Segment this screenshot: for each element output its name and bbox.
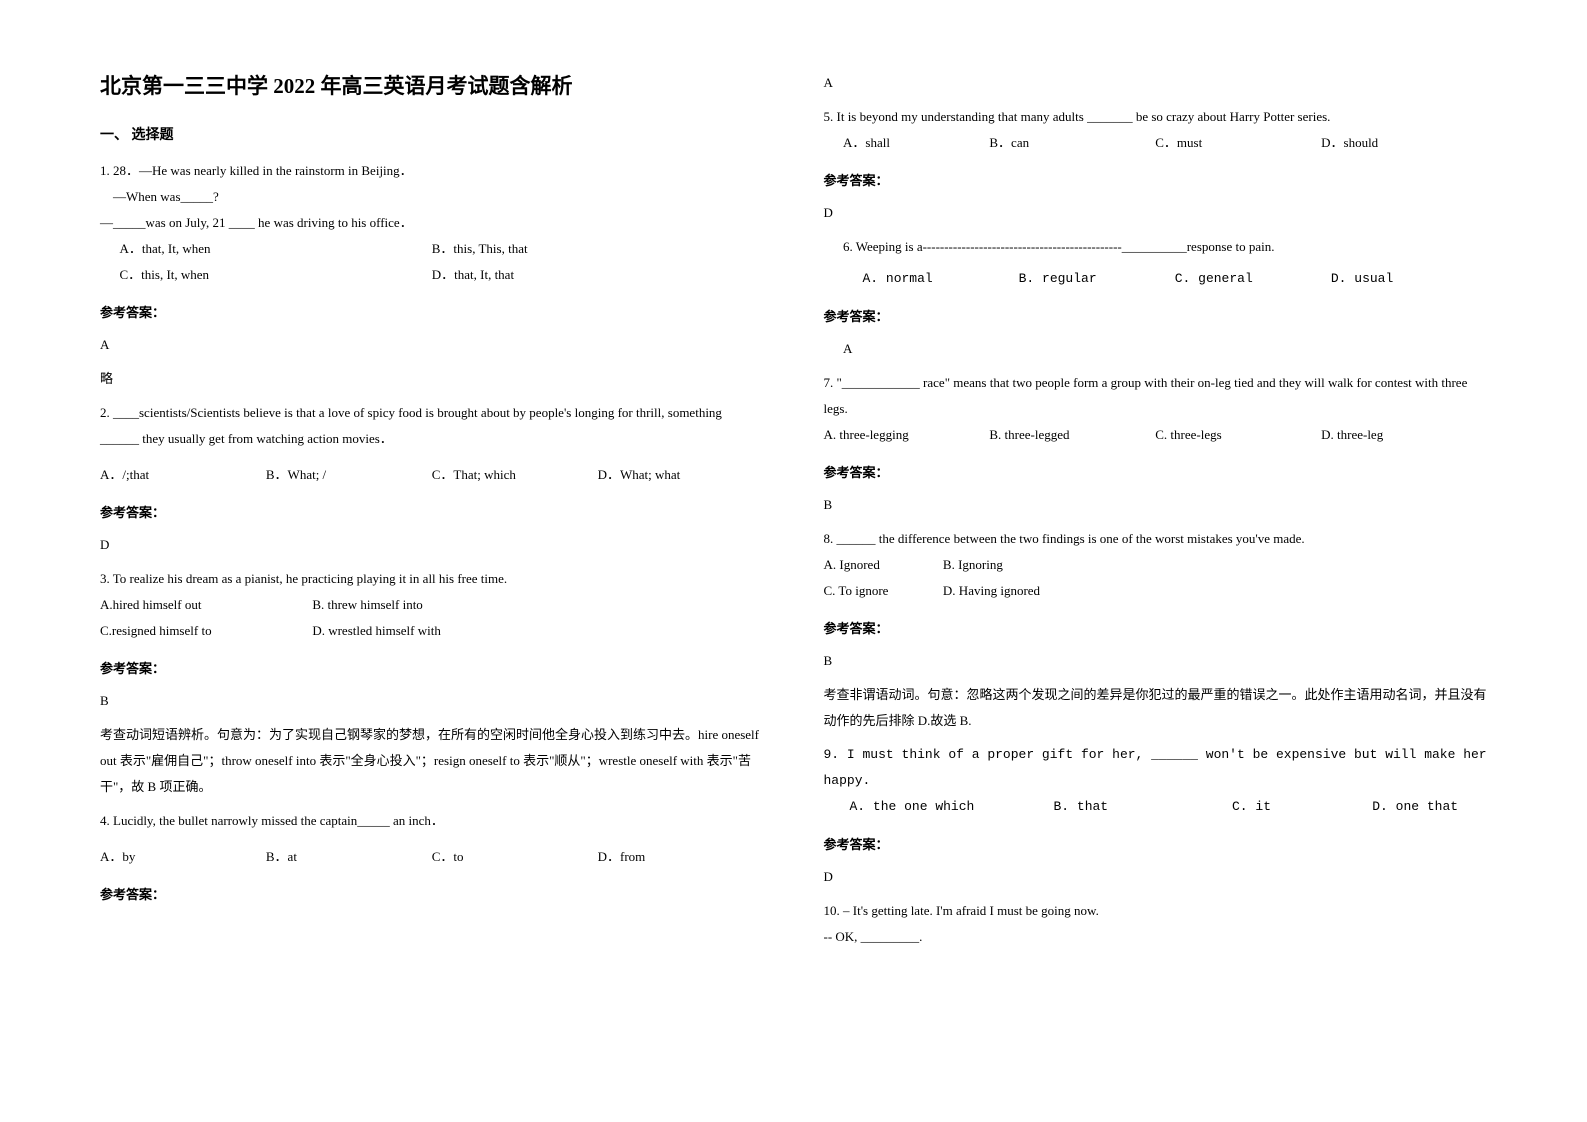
question-7: 7. "____________ race" means that two pe…: [824, 370, 1488, 448]
q1-optB: B．this, This, that: [432, 236, 764, 262]
q8-explain: 考查非谓语动词。句意：忽略这两个发现之间的差异是你犯过的最严重的错误之一。此处作…: [824, 682, 1488, 734]
q9-optC: C. it: [1232, 794, 1372, 820]
q5-optC: C．must: [1155, 130, 1321, 156]
q6-optD: D. usual: [1331, 266, 1487, 292]
q8-text: 8. ______ the difference between the two…: [824, 526, 1488, 552]
q2-answer-label: 参考答案：: [100, 500, 764, 526]
q4-answer: A: [824, 70, 1488, 96]
q5-optA: A．shall: [824, 130, 990, 156]
q3-optB: B. threw himself into: [312, 592, 423, 618]
q9-optB: B. that: [1054, 794, 1233, 820]
q4-optB: B．at: [266, 844, 432, 870]
q8-optC: C. To ignore: [824, 578, 943, 604]
q6-text: 6. Weeping is a-------------------------…: [824, 234, 1488, 260]
q1-answer: A: [100, 332, 764, 358]
q9-answer: D: [824, 864, 1488, 890]
q10-line1: 10. – It's getting late. I'm afraid I mu…: [824, 898, 1488, 924]
q4-optA: A．by: [100, 844, 266, 870]
q3-optC: C.resigned himself to: [100, 618, 312, 644]
q2-optA: A．/;that: [100, 462, 266, 488]
question-2: 2. ____scientists/Scientists believe is …: [100, 400, 764, 488]
q7-optC: C. three-legs: [1155, 422, 1321, 448]
q10-line2: -- OK, _________.: [824, 924, 1488, 950]
q7-optD: D. three-leg: [1321, 422, 1487, 448]
q3-text: 3. To realize his dream as a pianist, he…: [100, 566, 764, 592]
q8-optB: B. Ignoring: [943, 552, 1003, 578]
q2-optD: D．What; what: [598, 462, 764, 488]
q3-optD: D. wrestled himself with: [312, 618, 441, 644]
q5-answer-label: 参考答案：: [824, 168, 1488, 194]
q7-answer: B: [824, 492, 1488, 518]
question-5: 5. It is beyond my understanding that ma…: [824, 104, 1488, 156]
q1-optA: A．that, It, when: [100, 236, 432, 262]
q8-answer-label: 参考答案：: [824, 616, 1488, 642]
q6-answer: A: [824, 336, 1488, 362]
q7-optA: A. three-legging: [824, 422, 990, 448]
q1-line1: 1. 28．—He was nearly killed in the rains…: [100, 158, 764, 184]
q6-answer-label: 参考答案：: [824, 304, 1488, 330]
question-4: 4. Lucidly, the bullet narrowly missed t…: [100, 808, 764, 870]
q2-optB: B．What; /: [266, 462, 432, 488]
question-1: 1. 28．—He was nearly killed in the rains…: [100, 158, 764, 288]
q5-optB: B．can: [989, 130, 1155, 156]
q2-optC: C．That; which: [432, 462, 598, 488]
q2-text: 2. ____scientists/Scientists believe is …: [100, 400, 764, 452]
q5-answer: D: [824, 200, 1488, 226]
left-column: 北京第一三三中学 2022 年高三英语月考试题含解析 一、 选择题 1. 28．…: [100, 70, 764, 1082]
q5-text: 5. It is beyond my understanding that ma…: [824, 104, 1488, 130]
question-9: 9. I must think of a proper gift for her…: [824, 742, 1488, 820]
q9-answer-label: 参考答案：: [824, 832, 1488, 858]
q1-line3: —_____was on July, 21 ____ he was drivin…: [100, 210, 764, 236]
q8-answer: B: [824, 648, 1488, 674]
q4-text: 4. Lucidly, the bullet narrowly missed t…: [100, 808, 764, 834]
question-8: 8. ______ the difference between the two…: [824, 526, 1488, 604]
q7-answer-label: 参考答案：: [824, 460, 1488, 486]
q1-optC: C．this, It, when: [100, 262, 432, 288]
q2-answer: D: [100, 532, 764, 558]
q3-optA: A.hired himself out: [100, 592, 312, 618]
question-6: 6. Weeping is a-------------------------…: [824, 234, 1488, 292]
question-10: 10. – It's getting late. I'm afraid I mu…: [824, 898, 1488, 950]
q6-optA: A. normal: [863, 266, 1019, 292]
q4-optD: D．from: [598, 844, 764, 870]
q3-answer: B: [100, 688, 764, 714]
q3-explain: 考查动词短语辨析。句意为：为了实现自己钢琴家的梦想，在所有的空闲时间他全身心投入…: [100, 722, 764, 800]
section-header: 一、 选择题: [100, 124, 764, 144]
q6-optC: C. general: [1175, 266, 1331, 292]
q4-optC: C．to: [432, 844, 598, 870]
right-column: A 5. It is beyond my understanding that …: [824, 70, 1488, 1082]
q1-optD: D．that, It, that: [432, 262, 764, 288]
q3-answer-label: 参考答案：: [100, 656, 764, 682]
q8-optD: D. Having ignored: [943, 578, 1040, 604]
q1-extra: 略: [100, 366, 764, 392]
q9-optA: A. the one which: [850, 794, 1054, 820]
q6-optB: B. regular: [1019, 266, 1175, 292]
q7-text: 7. "____________ race" means that two pe…: [824, 370, 1488, 422]
document-title: 北京第一三三中学 2022 年高三英语月考试题含解析: [100, 70, 764, 100]
q9-optD: D. one that: [1372, 794, 1458, 820]
q4-answer-label: 参考答案：: [100, 882, 764, 908]
q7-optB: B. three-legged: [989, 422, 1155, 448]
q1-answer-label: 参考答案：: [100, 300, 764, 326]
q9-text: 9. I must think of a proper gift for her…: [824, 742, 1488, 794]
q5-optD: D．should: [1321, 130, 1487, 156]
q1-line2: —When was_____?: [100, 184, 764, 210]
q8-optA: A. Ignored: [824, 552, 943, 578]
question-3: 3. To realize his dream as a pianist, he…: [100, 566, 764, 644]
